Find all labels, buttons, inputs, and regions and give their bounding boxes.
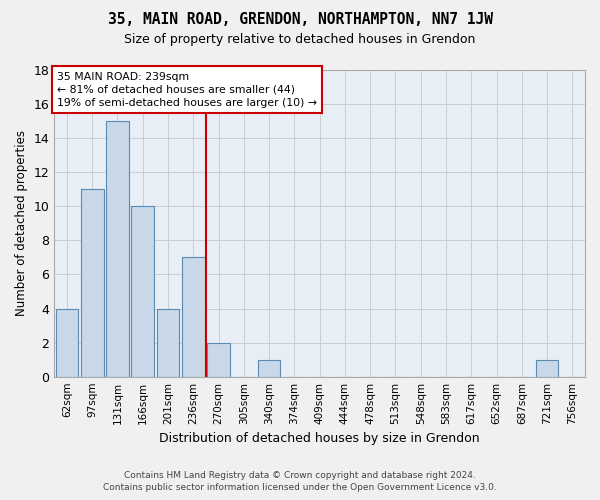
Y-axis label: Number of detached properties: Number of detached properties [15, 130, 28, 316]
Text: 35 MAIN ROAD: 239sqm
← 81% of detached houses are smaller (44)
19% of semi-detac: 35 MAIN ROAD: 239sqm ← 81% of detached h… [57, 72, 317, 108]
Bar [536, 360, 559, 376]
Text: 35, MAIN ROAD, GRENDON, NORTHAMPTON, NN7 1JW: 35, MAIN ROAD, GRENDON, NORTHAMPTON, NN7… [107, 12, 493, 28]
Bar [81, 190, 104, 376]
Bar [207, 342, 230, 376]
Bar [258, 360, 280, 376]
Text: Contains HM Land Registry data © Crown copyright and database right 2024.
Contai: Contains HM Land Registry data © Crown c… [103, 471, 497, 492]
Bar [56, 308, 78, 376]
Text: Size of property relative to detached houses in Grendon: Size of property relative to detached ho… [124, 32, 476, 46]
Bar [182, 258, 205, 376]
Bar [106, 121, 129, 376]
Bar [157, 308, 179, 376]
X-axis label: Distribution of detached houses by size in Grendon: Distribution of detached houses by size … [160, 432, 480, 445]
Bar [131, 206, 154, 376]
